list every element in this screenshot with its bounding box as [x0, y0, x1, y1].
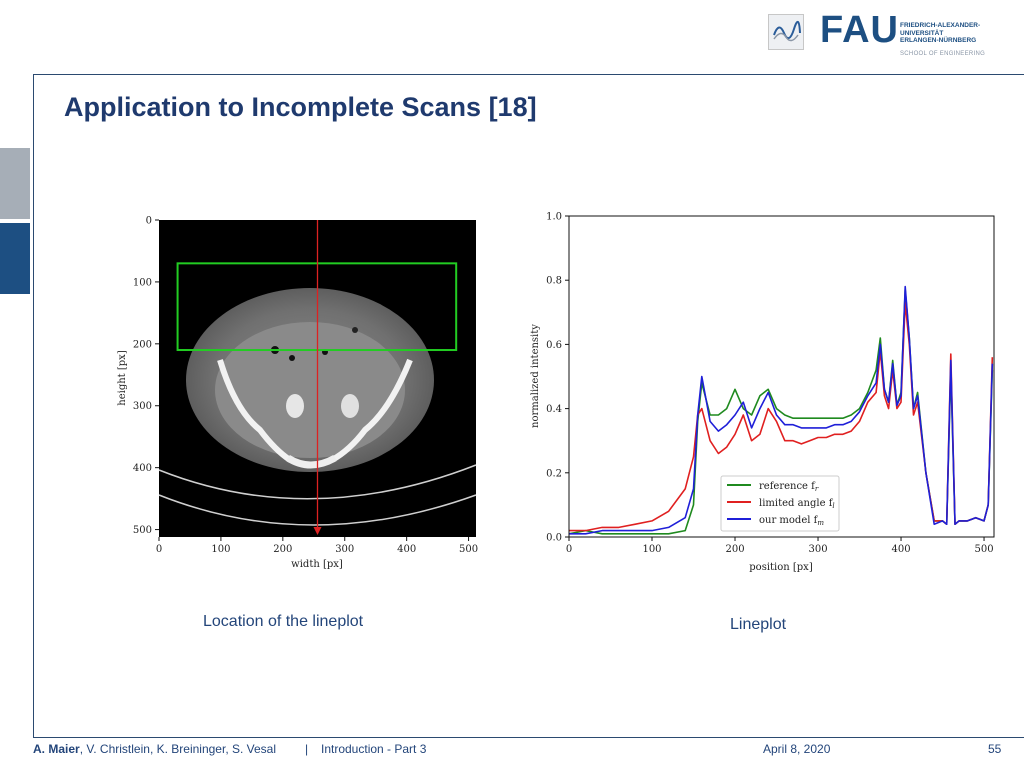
ct-spine	[286, 394, 304, 418]
footer-author-rest: , V. Christlein, K. Breininger, S. Vesal	[79, 742, 277, 756]
lme-logo	[768, 14, 804, 50]
lineplot-frame	[568, 215, 995, 538]
footer-separator: |	[305, 742, 309, 756]
ct-ytick-label: 200	[133, 339, 152, 350]
fau-university-name: FRIEDRICH-ALEXANDER- UNIVERSITÄT ERLANGE…	[900, 22, 980, 45]
caption-location: Location of the lineplot	[203, 613, 364, 630]
lineplot-xtick-label: 0	[566, 544, 572, 555]
fau-logo-text: FAU	[820, 9, 899, 51]
legend-label-reference: reference fr	[759, 481, 819, 493]
footer-page-number: 55	[988, 742, 1002, 756]
lineplot-xtick-label: 500	[974, 544, 993, 555]
frame-top-line	[33, 74, 1024, 75]
fau-line-3: ERLANGEN-NÜRNBERG	[900, 37, 977, 44]
ct-image-panel	[158, 220, 477, 537]
lineplot-xtick-label: 100	[642, 544, 661, 555]
lme-logo-icon	[773, 21, 801, 42]
fau-school-name: SCHOOL OF ENGINEERING	[900, 51, 986, 57]
ct-xtick-label: 100	[211, 544, 230, 555]
lineplot-ytick-label: 0.0	[546, 533, 562, 544]
lineplot-ytick-label: 0.2	[546, 468, 562, 479]
legend-box	[720, 475, 840, 532]
ct-xtick-label: 200	[273, 544, 292, 555]
lineplot-ylabel: normalized intensity	[530, 324, 541, 428]
lineplot-series	[568, 285, 994, 535]
lineplot-ytick-label: 0.6	[546, 340, 562, 351]
footer-author-main: A. Maier	[33, 742, 80, 756]
ct-pelvis-bottom	[286, 454, 337, 469]
footer-lecture: Introduction - Part 3	[321, 742, 427, 756]
ct-table-arc-2	[158, 494, 477, 526]
ct-table-arc-1	[158, 464, 477, 500]
caption-lineplot: Lineplot	[730, 616, 787, 633]
ct-image-figure: 0 100 200 300 400 500 0 100 200 300 400 500 width […	[117, 216, 478, 571]
ct-xtick-label: 400	[397, 544, 416, 555]
section-tab-active	[0, 223, 30, 294]
ct-xtick-label: 0	[156, 544, 162, 555]
ct-gas-4	[352, 327, 358, 333]
lineplot-legend: reference fr limited angle fl our model …	[720, 475, 840, 532]
lineplot-xlabel: position [px]	[749, 562, 813, 573]
ct-bone-right	[330, 358, 413, 463]
ct-ytick-label: 300	[133, 401, 152, 412]
ct-xlabel: width [px]	[291, 559, 343, 570]
fau-logo: FAU FRIEDRICH-ALEXANDER- UNIVERSITÄT ERL…	[820, 9, 985, 57]
legend-label-limited: limited angle fl	[759, 498, 835, 510]
ct-ytick-label: 100	[133, 277, 152, 288]
lineplot-axes: 0 100 200 300 400 500 0.0 0.2 0.4 0.6 0.8 1.0	[546, 212, 993, 556]
ct-xtick-label: 500	[459, 544, 478, 555]
lineplot-ytick-label: 0.4	[546, 404, 562, 415]
legend-label-model: our model fm	[759, 515, 824, 527]
frame-bottom-line	[33, 737, 1024, 738]
lineplot-figure: 0 100 200 300 400 500 0.0 0.2 0.4 0.6 0.8 1.0 posit…	[530, 212, 995, 573]
slide-title: Application to Incomplete Scans [18]	[64, 92, 537, 122]
lineplot-xtick-label: 400	[891, 544, 910, 555]
footer-authors: A. Maier, V. Christlein, K. Breininger, …	[33, 742, 276, 756]
ct-gas-2	[289, 355, 295, 361]
fau-line-2: UNIVERSITÄT	[900, 29, 944, 37]
footer-date: April 8, 2020	[763, 742, 831, 756]
lineplot-arrow-head	[313, 527, 322, 535]
series-line-our-model	[569, 285, 994, 535]
ct-bone-left	[217, 359, 292, 463]
lineplot-xtick-label: 200	[725, 544, 744, 555]
ct-body-inner	[215, 322, 405, 458]
frame-left-line	[33, 74, 34, 738]
ct-ytick-label: 500	[133, 525, 152, 536]
lineplot-ytick-label: 0.8	[546, 276, 562, 287]
ct-ytick-label: 0	[146, 216, 152, 227]
ct-axes: 0 100 200 300 400 500 0 100 200 300 400 500	[133, 216, 478, 556]
lineplot-ytick-label: 1.0	[546, 212, 562, 223]
fau-line-1: FRIEDRICH-ALEXANDER-	[900, 22, 981, 29]
ct-ytick-label: 400	[133, 463, 152, 474]
ct-ylabel: height [px]	[117, 350, 128, 406]
ct-spine-2	[341, 394, 359, 418]
ct-xtick-label: 300	[335, 544, 354, 555]
section-tab-inactive	[0, 148, 30, 219]
lineplot-xtick-label: 300	[808, 544, 827, 555]
